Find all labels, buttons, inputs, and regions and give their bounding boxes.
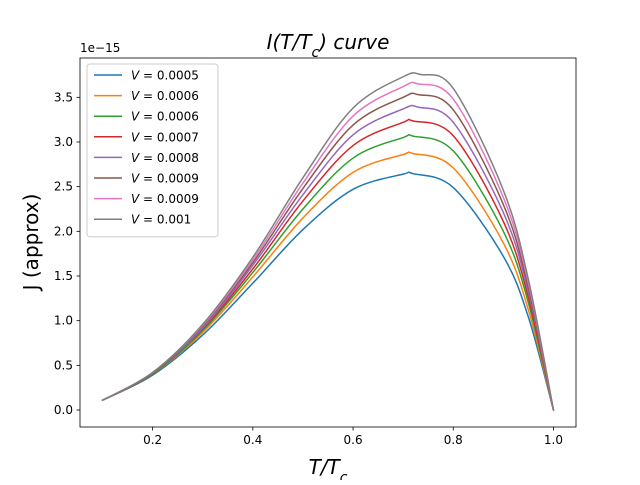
y-tick-label: 0.0 [54,403,73,417]
series-line-2 [101,151,555,411]
chart-title: I(T/Tc) curve [267,30,390,61]
x-tick-label: 0.8 [444,433,463,447]
x-tick-label: 0.2 [143,433,162,447]
x-tick-label: 0.6 [344,433,363,447]
y-tick-label: 2.5 [54,180,73,194]
y-offset-label: 1e−15 [80,41,120,55]
legend-label: V = 0.0006 [131,110,199,124]
legend-label: V = 0.0005 [131,69,199,83]
x-axis-label: T/Tc [309,455,348,480]
legend-label: V = 0.0007 [131,130,199,144]
y-tick-label: 0.5 [54,358,73,372]
y-axis-label: J (approx) [19,194,43,293]
x-tick-label: 1.0 [544,433,563,447]
legend-label: V = 0.0006 [131,89,199,103]
y-tick-label: 3.0 [54,135,73,149]
series-line-3 [101,133,555,411]
legend-label: V = 0.0009 [131,192,199,206]
y-tick-label: 1.0 [54,314,73,328]
series-line-8 [101,72,555,411]
series-line-1 [101,171,555,411]
y-tick-label: 2.0 [54,224,73,238]
y-axis: 0.0 0.5 1.0 1.5 2.0 2.5 3.0 3.5 [54,90,80,417]
legend-box [86,63,219,238]
legend: V = 0.0005 V = 0.0006 V = 0.0006 V = 0.0007… [86,63,219,238]
x-axis: 0.2 0.4 0.6 0.8 1.0 [143,427,563,447]
legend-label: V = 0.0008 [131,151,199,165]
series-layer [101,72,555,411]
y-tick-label: 3.5 [54,90,73,104]
y-tick-label: 1.5 [54,269,73,283]
x-tick-label: 0.4 [243,433,262,447]
series-line-5 [101,104,555,411]
plot-frame [79,57,577,428]
legend-label: V = 0.001 [131,213,191,227]
legend-label: V = 0.0009 [131,172,199,186]
